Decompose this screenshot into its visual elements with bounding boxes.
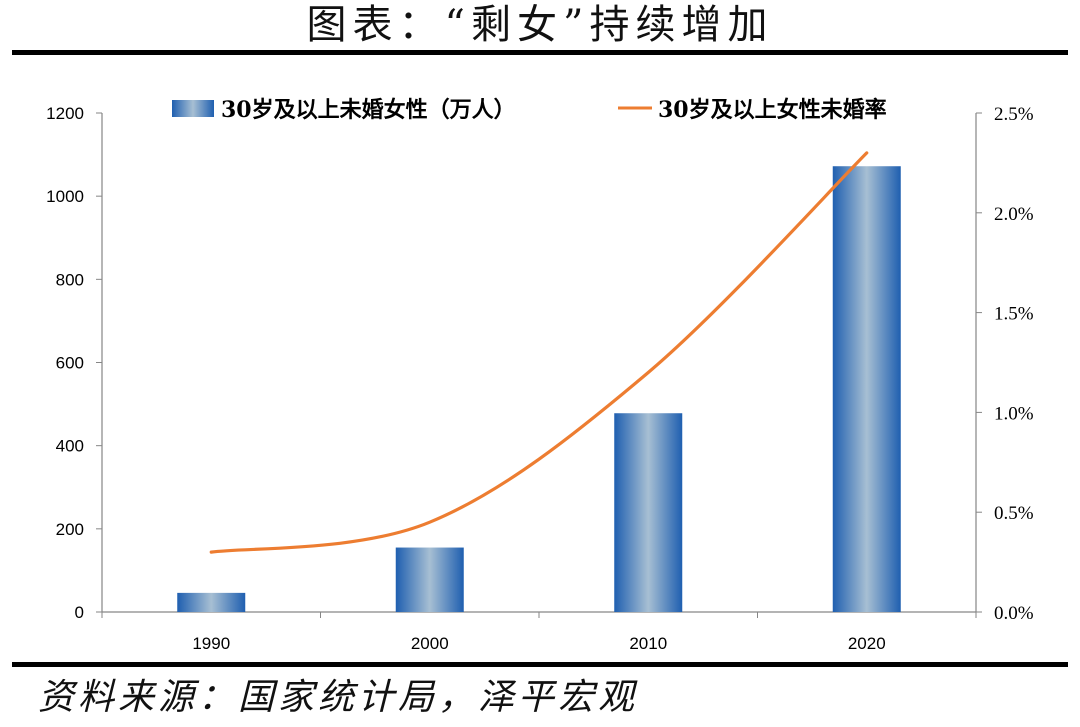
left-tick-label: 800	[56, 270, 84, 289]
legend-bar-swatch	[172, 100, 214, 117]
x-tick-label: 2020	[848, 634, 886, 653]
left-tick-label: 1200	[46, 104, 84, 123]
legend-bar-label: 30岁及以上未婚女性（万人）	[221, 97, 516, 123]
left-tick-label: 200	[56, 520, 84, 539]
right-tick-label: 2.5%	[994, 104, 1034, 125]
chart-title: 图表：“剩女”持续增加	[306, 2, 774, 48]
right-tick-label: 0.0%	[994, 603, 1034, 624]
line-path	[209, 151, 869, 554]
legend: 30岁及以上未婚女性（万人） 30岁及以上女性未婚率	[172, 97, 887, 123]
bar	[614, 413, 683, 612]
right-axis-ticks: 0.0% 0.5% 1.0% 1.5% 2.0% 2.5%	[976, 104, 1034, 624]
left-tick-label: 0	[75, 603, 84, 622]
bar	[177, 592, 246, 612]
legend-line-label: 30岁及以上女性未婚率	[658, 97, 887, 123]
chart-area: 0 200 400 600 800 1000 1200 0.0% 0.5% 1.0% 1.5% 2.…	[46, 97, 1034, 653]
left-tick-label: 1000	[46, 187, 84, 206]
x-axis-ticks: 1990 2000 2010 2020	[101, 612, 977, 653]
x-tick-label: 2000	[411, 634, 449, 653]
source-note: 资料来源：国家统计局，泽平宏观	[38, 677, 639, 718]
line-series	[209, 151, 869, 554]
x-tick-label: 1990	[192, 634, 230, 653]
bar	[832, 166, 901, 612]
left-axis-ticks: 0 200 400 600 800 1000 1200	[46, 104, 102, 622]
title-rule	[12, 50, 1068, 55]
left-tick-label: 400	[56, 437, 84, 456]
right-tick-label: 1.0%	[994, 403, 1034, 424]
right-tick-label: 2.0%	[994, 204, 1034, 225]
x-tick-label: 2010	[629, 634, 667, 653]
right-tick-label: 1.5%	[994, 304, 1034, 325]
left-tick-label: 600	[56, 354, 84, 373]
source-rule	[12, 662, 1068, 667]
right-tick-label: 0.5%	[994, 503, 1034, 524]
bar	[395, 547, 464, 612]
bar-series	[177, 166, 901, 612]
